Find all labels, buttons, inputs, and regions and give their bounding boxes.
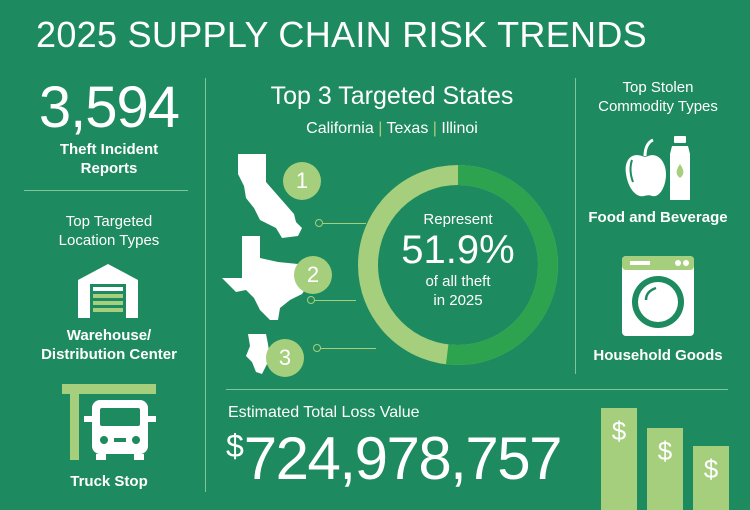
commodity-heading-line1: Top Stolen <box>622 79 694 96</box>
state-rank-badge: 1 <box>283 162 321 200</box>
commodity-item-food: Food and Beverage <box>588 209 728 226</box>
leader-line <box>320 348 376 349</box>
commodity-heading: Top Stolen Commodity Types <box>578 78 738 116</box>
divider-left-horizontal <box>24 190 188 191</box>
food-beverage-icon <box>625 136 690 200</box>
warehouse-label: Warehouse/ Distribution Center <box>20 326 198 364</box>
money-bar: $ <box>601 408 637 510</box>
truckstop-label: Truck Stop <box>70 473 148 490</box>
ring-label-line3: of all theft <box>425 273 491 290</box>
truck-stop-icon <box>62 384 156 460</box>
money-bar: $ <box>693 446 729 510</box>
loss-value: $724,978,757 <box>226 424 563 493</box>
state-rank-badge: 2 <box>294 256 332 294</box>
ring-value-arc <box>358 165 558 365</box>
page-title: 2025 SUPPLY CHAIN RISK TRENDS <box>36 14 647 55</box>
divider-center-horizontal <box>226 389 728 390</box>
leader-line-dot <box>315 219 323 227</box>
states-list: California | Texas | Illinoi <box>226 120 558 138</box>
leader-line <box>322 223 366 224</box>
california-map-icon <box>238 154 302 238</box>
incident-count: 3,594 <box>38 75 180 140</box>
warehouse-icon <box>78 264 138 318</box>
ring-label-line4: in 2025 <box>433 292 483 309</box>
warehouse-label-line1: Warehouse/ <box>66 327 152 344</box>
locations-heading-line2: Location Types <box>58 232 160 249</box>
commodity-heading-line2: Commodity Types <box>598 98 718 115</box>
states-heading: Top 3 Targeted States <box>270 82 514 110</box>
washing-machine-icon <box>622 256 694 336</box>
warehouse-label-line2: Distribution Center <box>41 346 177 363</box>
state-name-2: Texas <box>386 120 429 137</box>
ring-label-top: Represent <box>423 211 493 228</box>
incident-label: Theft Incident Reports <box>20 140 198 178</box>
money-bar: $ <box>647 428 683 510</box>
theft-share-ring <box>358 165 558 365</box>
illinois-map-icon <box>246 334 270 374</box>
locations-heading: Top Targeted Location Types <box>20 212 198 250</box>
texas-map-icon <box>222 236 306 320</box>
locations-heading-line1: Top Targeted <box>65 213 153 230</box>
incident-label-line2: Reports <box>80 160 138 177</box>
state-separator: | <box>432 120 437 137</box>
ring-percentage: 51.9% <box>401 228 515 272</box>
loss-amount: 724,978,757 <box>243 425 563 492</box>
leader-line-dot <box>313 344 321 352</box>
divider-left <box>205 78 206 492</box>
commodity-item-household: Household Goods <box>593 347 723 364</box>
loss-label: Estimated Total Loss Value <box>228 404 420 421</box>
divider-right <box>575 78 576 374</box>
state-rank-badge: 3 <box>266 339 304 377</box>
leader-line-dot <box>307 296 315 304</box>
leader-line <box>314 300 356 301</box>
state-name-3: Illinoi <box>441 120 478 137</box>
loss-currency: $ <box>226 428 244 464</box>
incident-label-line1: Theft Incident <box>59 141 159 158</box>
state-separator: | <box>378 120 383 137</box>
state-name-1: California <box>306 120 374 137</box>
